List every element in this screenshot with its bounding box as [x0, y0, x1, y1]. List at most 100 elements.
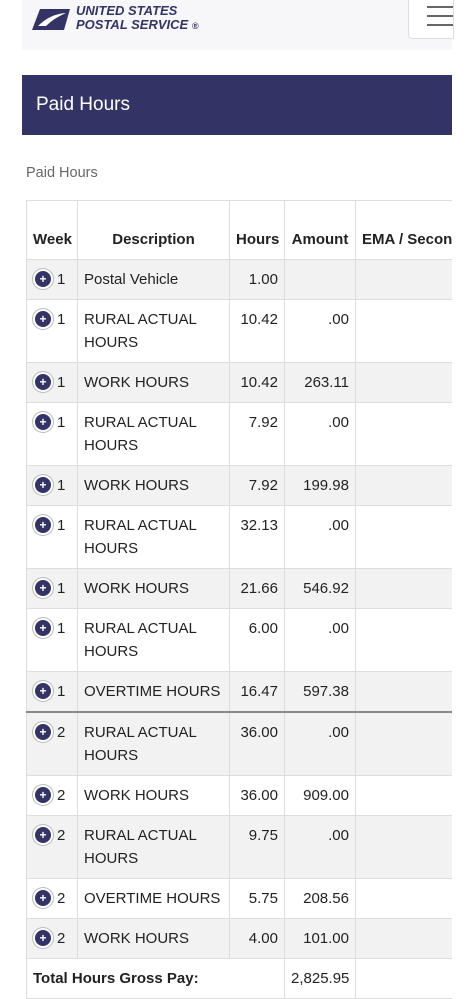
column-header: Hours	[229, 200, 285, 260]
expand-button[interactable]: +	[35, 580, 51, 596]
ema-cell	[355, 918, 452, 959]
description-cell: WORK HOURS	[77, 918, 230, 959]
total-row: Total Hours Gross Pay: 2,825.95	[26, 958, 452, 999]
table-row: +2 RURAL ACTUAL HOURS 36.00.00	[26, 711, 452, 776]
table-row: +1 OVERTIME HOURS 16.47 597.38	[26, 671, 452, 713]
week-cell: +1	[26, 608, 78, 672]
table-row: +2 OVERTIME HOURS 5.75 208.56	[26, 878, 452, 919]
expand-button[interactable]: +	[35, 311, 51, 327]
ema-cell	[355, 465, 452, 506]
expand-button[interactable]: +	[35, 724, 51, 740]
expand-button[interactable]: +	[35, 414, 51, 430]
section-label: Paid Hours	[26, 165, 98, 181]
table-row: +2 WORK HOURS 4.00 101.00	[26, 918, 452, 959]
ema-cell	[355, 671, 452, 713]
week-number: 1	[57, 414, 66, 431]
hours-cell: 10.42	[229, 362, 285, 403]
eagle-icon	[32, 8, 70, 30]
table-row: +1 WORK HOURS 21.66 546.92	[26, 568, 452, 609]
amount-cell: 199.98	[284, 465, 356, 506]
expand-button[interactable]: +	[35, 620, 51, 636]
week-cell: +2	[26, 918, 78, 959]
week-cell: +2	[26, 711, 78, 776]
amount-cell: .00	[284, 711, 356, 776]
expand-button[interactable]: +	[35, 374, 51, 390]
hours-cell: 32.13	[229, 505, 285, 569]
expand-button[interactable]: +	[35, 930, 51, 946]
usps-logo[interactable]: UNITED STATES POSTAL SERVICE ®	[30, 4, 198, 33]
amount-cell: .00	[284, 505, 356, 569]
week-number: 1	[57, 580, 66, 597]
description-cell: RURAL ACTUAL HOURS	[77, 711, 230, 776]
amount-cell: 263.11	[284, 362, 356, 403]
week-number: 1	[57, 517, 66, 534]
week-number: 1	[57, 374, 66, 391]
description-cell: RURAL ACTUAL HOURS	[77, 815, 230, 879]
amount-cell: 546.92	[284, 568, 356, 609]
ema-cell	[355, 505, 452, 569]
week-cell: +1	[26, 671, 78, 713]
total-amount: 2,825.95	[284, 958, 356, 999]
hours-cell: 7.92	[229, 402, 285, 466]
amount-cell: 597.38	[284, 671, 356, 713]
week-number: 2	[57, 930, 66, 947]
table-row: +1 Postal Vehicle 1.00	[26, 259, 452, 300]
week-cell: +1	[26, 505, 78, 569]
description-cell: WORK HOURS	[77, 568, 230, 609]
expand-button[interactable]: +	[35, 683, 51, 699]
week-cell: +1	[26, 362, 78, 403]
table-row: +1 RURAL ACTUAL HOURS 32.13.00	[26, 505, 452, 569]
hours-cell: 16.47	[229, 671, 285, 713]
table-row: +1 RURAL ACTUAL HOURS 7.92.00	[26, 402, 452, 466]
amount-cell: .00	[284, 815, 356, 879]
expand-button[interactable]: +	[35, 271, 51, 287]
hours-cell: 7.92	[229, 465, 285, 506]
column-header: Amount	[284, 200, 356, 260]
week-number: 2	[57, 787, 66, 804]
expand-button[interactable]: +	[35, 827, 51, 843]
expand-button[interactable]: +	[35, 517, 51, 533]
total-label: Total Hours Gross Pay:	[26, 958, 285, 999]
hours-cell: 36.00	[229, 711, 285, 776]
week-number: 1	[57, 620, 66, 637]
table-row: +1 RURAL ACTUAL HOURS 6.00.00	[26, 608, 452, 672]
description-cell: RURAL ACTUAL HOURS	[77, 299, 230, 363]
ema-cell	[355, 299, 452, 363]
week-number: 1	[57, 477, 66, 494]
ema-cell	[355, 568, 452, 609]
logo-line: POSTAL SERVICE	[76, 17, 189, 32]
ema-cell	[355, 402, 452, 466]
week-number: 2	[57, 827, 66, 844]
week-cell: +1	[26, 465, 78, 506]
expand-button[interactable]: +	[35, 890, 51, 906]
week-number: 1	[57, 683, 66, 700]
column-header: EMA / Second Trip	[355, 200, 452, 260]
amount-cell: 208.56	[284, 878, 356, 919]
ema-cell	[355, 259, 452, 300]
amount-cell: 101.00	[284, 918, 356, 959]
ema-cell	[355, 362, 452, 403]
week-cell: +1	[26, 259, 78, 300]
description-cell: WORK HOURS	[77, 362, 230, 403]
description-cell: WORK HOURS	[77, 775, 230, 816]
expand-button[interactable]: +	[35, 477, 51, 493]
column-header: Description	[77, 200, 230, 260]
ema-cell	[355, 878, 452, 919]
hours-cell: 9.75	[229, 815, 285, 879]
description-cell: OVERTIME HOURS	[77, 878, 230, 919]
registered-mark: ®	[191, 21, 199, 31]
week-number: 2	[57, 724, 66, 741]
ema-cell	[355, 958, 452, 999]
menu-button[interactable]	[408, 0, 454, 39]
hours-cell: 1.00	[229, 259, 285, 300]
description-cell: RURAL ACTUAL HOURS	[77, 608, 230, 672]
logo-text: UNITED STATES POSTAL SERVICE ®	[76, 4, 198, 33]
week-cell: +2	[26, 815, 78, 879]
amount-cell: .00	[284, 608, 356, 672]
expand-button[interactable]: +	[35, 787, 51, 803]
table-row: +2 WORK HOURS 36.00 909.00	[26, 775, 452, 816]
description-cell: RURAL ACTUAL HOURS	[77, 505, 230, 569]
